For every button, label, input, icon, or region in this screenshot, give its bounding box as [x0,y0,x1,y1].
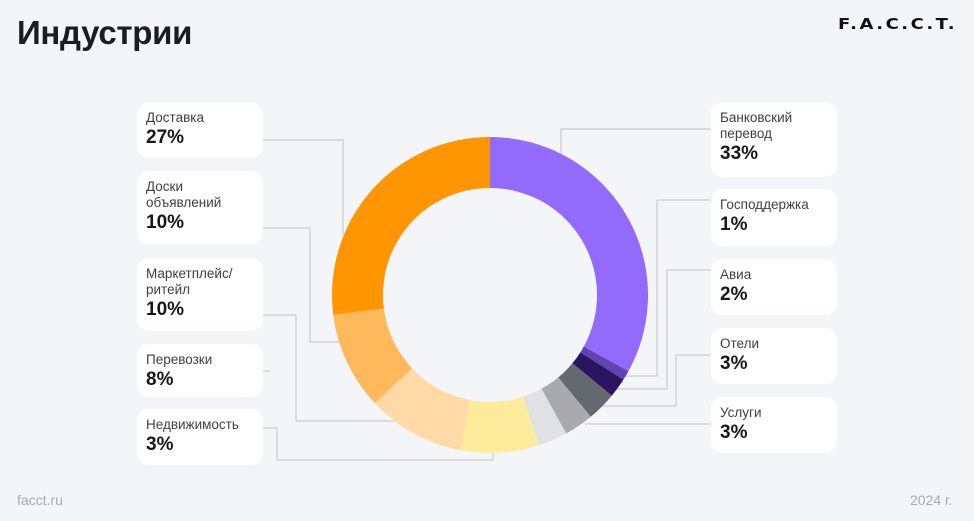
card-transport: Перевозки 8% [137,344,263,397]
donut-slice [333,308,413,404]
card-value: 10% [146,212,185,233]
connector-line [263,314,400,422]
card-value: 3% [720,422,748,443]
donut-slice [572,352,624,396]
card-value: 33% [720,143,759,164]
donut-slice [541,377,591,434]
page-title: Индустрии [17,14,193,51]
donut-slices [331,137,648,453]
card-marketplace: Маркетплейс/ ритейл 10% [137,258,263,331]
card-label: Авиа [720,267,752,282]
connector-line [614,269,711,390]
card-label: Услуги [720,405,762,420]
card-classifieds: Доски объявлений 10% [137,171,263,244]
footer-year: 2024 г. [910,492,953,508]
connector-line [620,199,711,377]
card-value: 10% [146,299,185,320]
connector-line [263,227,350,343]
connector-line [263,427,494,461]
card-label: Отели [720,336,760,351]
card-value: 3% [720,353,748,374]
card-label: Маркетплейс/ ритейл [146,266,233,297]
card-value: 1% [720,214,748,235]
card-value: 27% [146,127,185,148]
card-label: Банковский перевод [720,110,793,141]
card-services: Услуги 3% [711,397,837,453]
card-real-estate: Недвижимость 3% [137,409,263,465]
donut-slice [580,346,629,380]
donut-slice [523,388,567,446]
card-label: Господдержка [720,197,809,212]
card-value: 2% [720,284,748,305]
facct-logo: F.A.C.C.T. [838,15,958,34]
donut-slice [490,137,648,372]
card-value: 3% [146,434,174,455]
connector-line [600,354,711,407]
card-state-support: Господдержка 1% [711,189,837,246]
donut-slice [558,363,612,417]
connector-line [560,128,711,155]
card-bank-transfer: Банковский перевод 33% [711,102,837,177]
connector-lines [263,128,711,461]
donut-slice [331,137,490,315]
donut-slice [460,396,539,453]
connector-line [263,139,344,235]
card-label: Доски объявлений [146,179,222,210]
card-label: Недвижимость [146,417,239,432]
card-hotels: Отели 3% [711,328,837,384]
footer-site: facct.ru [17,492,63,508]
card-label: Перевозки [146,352,213,367]
card-delivery: Доставка 27% [137,102,263,158]
donut-slice [374,368,470,451]
card-value: 8% [146,369,174,390]
card-label: Доставка [146,110,204,125]
card-avia: Авиа 2% [711,259,837,315]
